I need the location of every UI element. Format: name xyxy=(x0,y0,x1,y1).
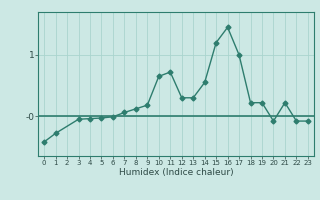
X-axis label: Humidex (Indice chaleur): Humidex (Indice chaleur) xyxy=(119,168,233,177)
